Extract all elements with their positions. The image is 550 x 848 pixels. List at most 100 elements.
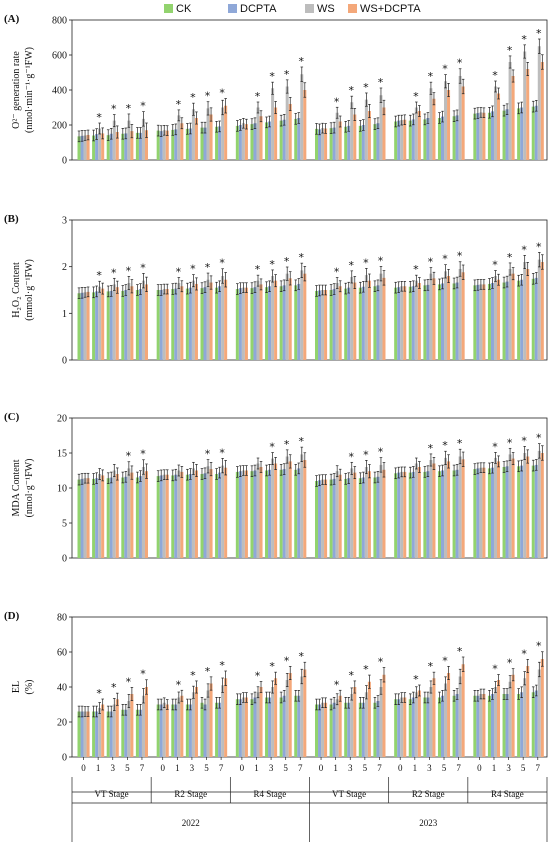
bar-ws [379,464,383,558]
bar-ck [215,702,219,757]
bar-dcpta [297,118,301,160]
bar-dcpta [109,133,113,160]
bar-dcpta [80,135,84,160]
bar-dcpta [188,287,192,360]
x-tick-label-day: 0 [81,763,86,773]
bar-ck [294,469,298,558]
significance-marker: * [140,261,146,274]
significance-marker: * [269,660,275,673]
bar-ck [250,288,254,360]
bar-ck [517,108,521,160]
bar-dcpta [268,286,272,360]
bar-ws-plus-dcpta [288,278,292,360]
bar-ws [206,466,210,558]
bar-ws-plus-dcpta [324,479,328,558]
bar-ws [83,711,87,757]
x-tick-label-day: 3 [190,763,195,773]
bar-ck [171,475,175,558]
y-tick-label: 1 [62,309,67,320]
bar-ws [350,102,354,160]
bar-ws [271,276,275,360]
significance-marker: * [442,63,448,76]
bar-ck [373,124,377,160]
x-tick-label-day: 5 [363,763,368,773]
bar-dcpta [297,283,301,360]
significance-marker: * [349,259,355,272]
bar-ck [531,465,535,558]
bar-ck [373,477,377,558]
bar-ws [127,701,131,757]
bar-dcpta [455,694,459,757]
bar-ws [364,99,368,160]
bar-ck [121,477,125,558]
x-tick-label-day: 5 [204,763,209,773]
bar-dcpta [218,126,222,160]
bar-dcpta [426,697,430,757]
bars: * * * * * * * * * * * * * * * * * * * * * * * * [77,240,544,360]
significance-marker: * [205,261,211,274]
bar-ck [294,285,298,360]
bar-ws [429,687,433,757]
y-tick-label: 600 [52,51,67,62]
bar-ws-plus-dcpta [244,470,248,558]
y-axis-label: MDA Content [11,459,22,516]
bar-ws [221,107,225,160]
significance-marker: * [413,90,419,103]
bar-ck [294,695,298,757]
bar-ws-plus-dcpta [403,471,407,558]
bar-dcpta [282,119,286,160]
bar-ws-plus-dcpta [180,123,184,160]
significance-marker: * [255,263,261,276]
bar-ck [394,121,398,160]
bar-ck [171,129,175,160]
bar-ws [285,86,289,160]
bars: * * * * * * * * * * * * * * * * * [77,432,544,558]
bar-dcpta [95,711,99,757]
bar-ck [156,290,160,360]
x-axis: 0 1 3 5 7 0 1 3 5 7 0 1 3 5 7 0 1 3 5 7 0 1 3 5 7 0 1 3 5 7VT Stage R2… [71,757,548,842]
bar-ck [408,286,412,360]
bar-ck [473,285,477,360]
bar-ws-plus-dcpta [417,467,421,558]
bar-ws [127,120,131,160]
bar-dcpta [268,121,272,160]
bar-ws-plus-dcpta [338,695,342,757]
bar-ws-plus-dcpta [259,116,263,160]
bar-ws-plus-dcpta [497,279,501,360]
bar-ck [423,471,427,558]
stage-label: R4 Stage [491,789,524,799]
bar-ck [121,133,125,160]
bar-dcpta [505,466,509,558]
bar-ws [508,62,512,160]
bar-ck [473,695,477,757]
x-tick-label-day: 0 [319,763,324,773]
bar-ck [235,471,239,558]
bar-ck [517,280,521,360]
bar-ck [437,284,441,360]
bar-ws [241,123,245,160]
bar-ws [523,51,527,160]
x-tick-label-day: 0 [160,763,165,773]
bar-ws [162,289,166,360]
bar-ws [141,467,145,558]
bar-ws-plus-dcpta [244,697,248,757]
bar-ck [185,474,189,558]
panel-label: (D) [4,610,20,622]
bar-dcpta [268,469,272,558]
bar-ck [452,116,456,160]
bar-ws-plus-dcpta [447,673,451,757]
bar-ws [206,108,210,160]
significance-marker: * [219,659,225,672]
bar-ws-plus-dcpta [130,694,134,757]
bar-ws [241,697,245,757]
legend-item-ws: WS [305,3,335,15]
significance-marker: * [413,263,419,276]
bar-ws [414,692,418,757]
bar-ws [523,262,527,360]
bar-dcpta [476,695,480,757]
legend-label: DCPTA [240,3,277,15]
bar-ws-plus-dcpta [540,659,544,757]
bar-dcpta [411,697,415,757]
significance-marker: * [349,84,355,97]
panel-label: (C) [4,411,20,423]
